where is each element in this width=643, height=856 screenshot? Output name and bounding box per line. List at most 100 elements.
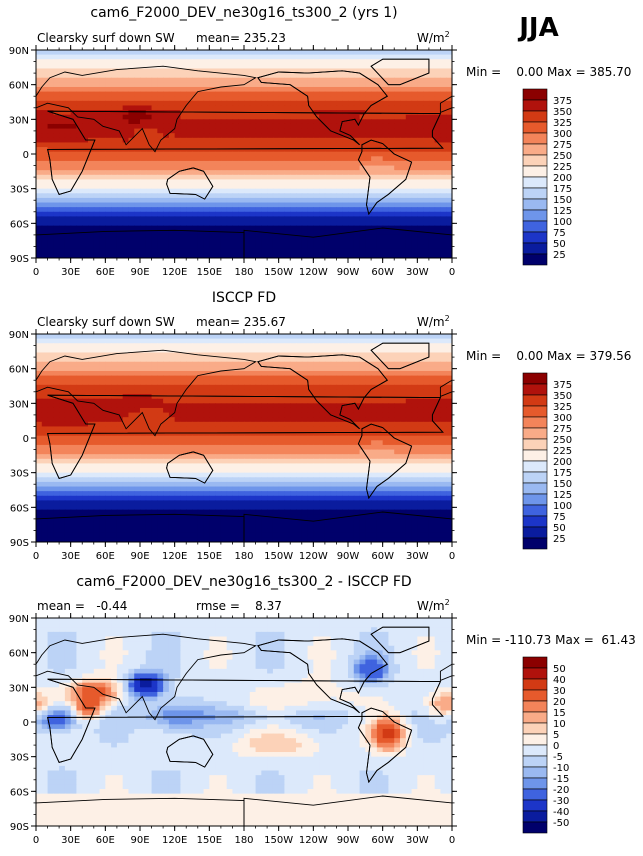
field-cell [47,197,54,204]
field-cell [82,96,89,102]
field-cell [324,366,332,372]
field-cell [180,119,187,125]
field-cell [82,375,89,381]
field-cell [411,137,418,144]
colorbar-label: 375 [553,96,572,107]
lon-tick-label: 150W [264,267,293,278]
field-cell [423,54,430,60]
field-cell [70,82,78,88]
field-cell [151,407,158,414]
field-cell [423,165,430,171]
field-cell [88,105,95,111]
field-cell [238,50,245,56]
field-cell [116,184,124,190]
field-cell [278,137,286,144]
field-cell [249,188,257,194]
field-cell [307,86,314,93]
field-cell [307,114,314,120]
field-cell [232,137,239,144]
field-cell [394,86,401,93]
field-cell [423,407,430,414]
field-cell [376,343,384,349]
field-cell [359,334,366,340]
lat-tick-label: 60S [10,219,29,230]
field-cell [348,225,355,231]
field-cell [134,110,141,116]
field-cell [163,389,170,395]
field-cell [232,174,239,181]
field-cell [296,248,303,254]
field-cell [140,68,147,74]
field-cell [272,54,280,60]
field-cell [365,82,372,88]
field-cell [278,211,286,217]
field-cell [417,375,424,381]
field-cell [400,105,407,111]
field-cell [428,142,436,148]
field-cell [88,370,95,377]
field-cell [261,426,268,432]
field-cell [151,248,158,254]
field-cell [226,170,234,176]
field-cell [272,334,280,340]
field-cell [53,202,60,208]
field-cell [174,142,182,148]
field-cell [249,77,257,83]
field-cell [163,82,170,88]
field-cell [290,174,297,181]
field-cell [186,50,193,56]
field-cell [140,123,147,130]
field-cell [272,170,280,176]
field-cell [319,184,326,190]
field-cell [41,179,49,185]
field-cell [336,234,343,241]
field-cell [93,389,101,395]
field-cell [278,68,286,74]
field-cell [163,119,170,125]
field-cell [47,426,54,432]
field-cell [157,384,164,391]
field-cell [278,366,286,372]
field-cell [41,73,49,79]
field-cell [376,100,384,107]
field-cell [36,202,43,208]
field-cell [423,170,430,176]
field-cell [359,426,366,432]
field-cell [53,403,60,409]
field-cell [186,389,193,395]
field-cell [174,234,182,241]
field-cell [405,347,413,354]
field-cell [197,366,205,372]
field-cell [174,105,182,111]
field-cell [111,193,118,199]
field-cell [220,366,228,372]
field-cell [47,230,54,236]
field-cell [76,253,83,258]
field-cell [122,248,130,254]
field-cell [353,68,361,74]
field-cell [59,156,66,162]
field-cell [47,128,54,134]
field-cell [319,151,326,157]
field-cell [151,82,158,88]
field-cell [128,375,135,381]
field-cell [99,73,106,79]
field-cell [140,151,147,157]
field-cell [365,137,372,144]
field-cell [290,361,297,367]
field-cell [145,82,153,88]
field-cell [411,50,418,56]
field-cell [249,417,257,423]
field-cell [232,347,239,354]
field-cell [47,170,54,176]
field-cell [353,151,361,157]
field-cell [249,370,257,377]
field-cell [41,426,49,432]
field-cell [261,100,268,107]
field-cell [278,398,286,404]
field-cell [128,188,135,194]
field-cell [359,100,366,107]
field-cell [116,133,124,139]
field-cell [128,54,135,60]
field-cell [64,142,72,148]
